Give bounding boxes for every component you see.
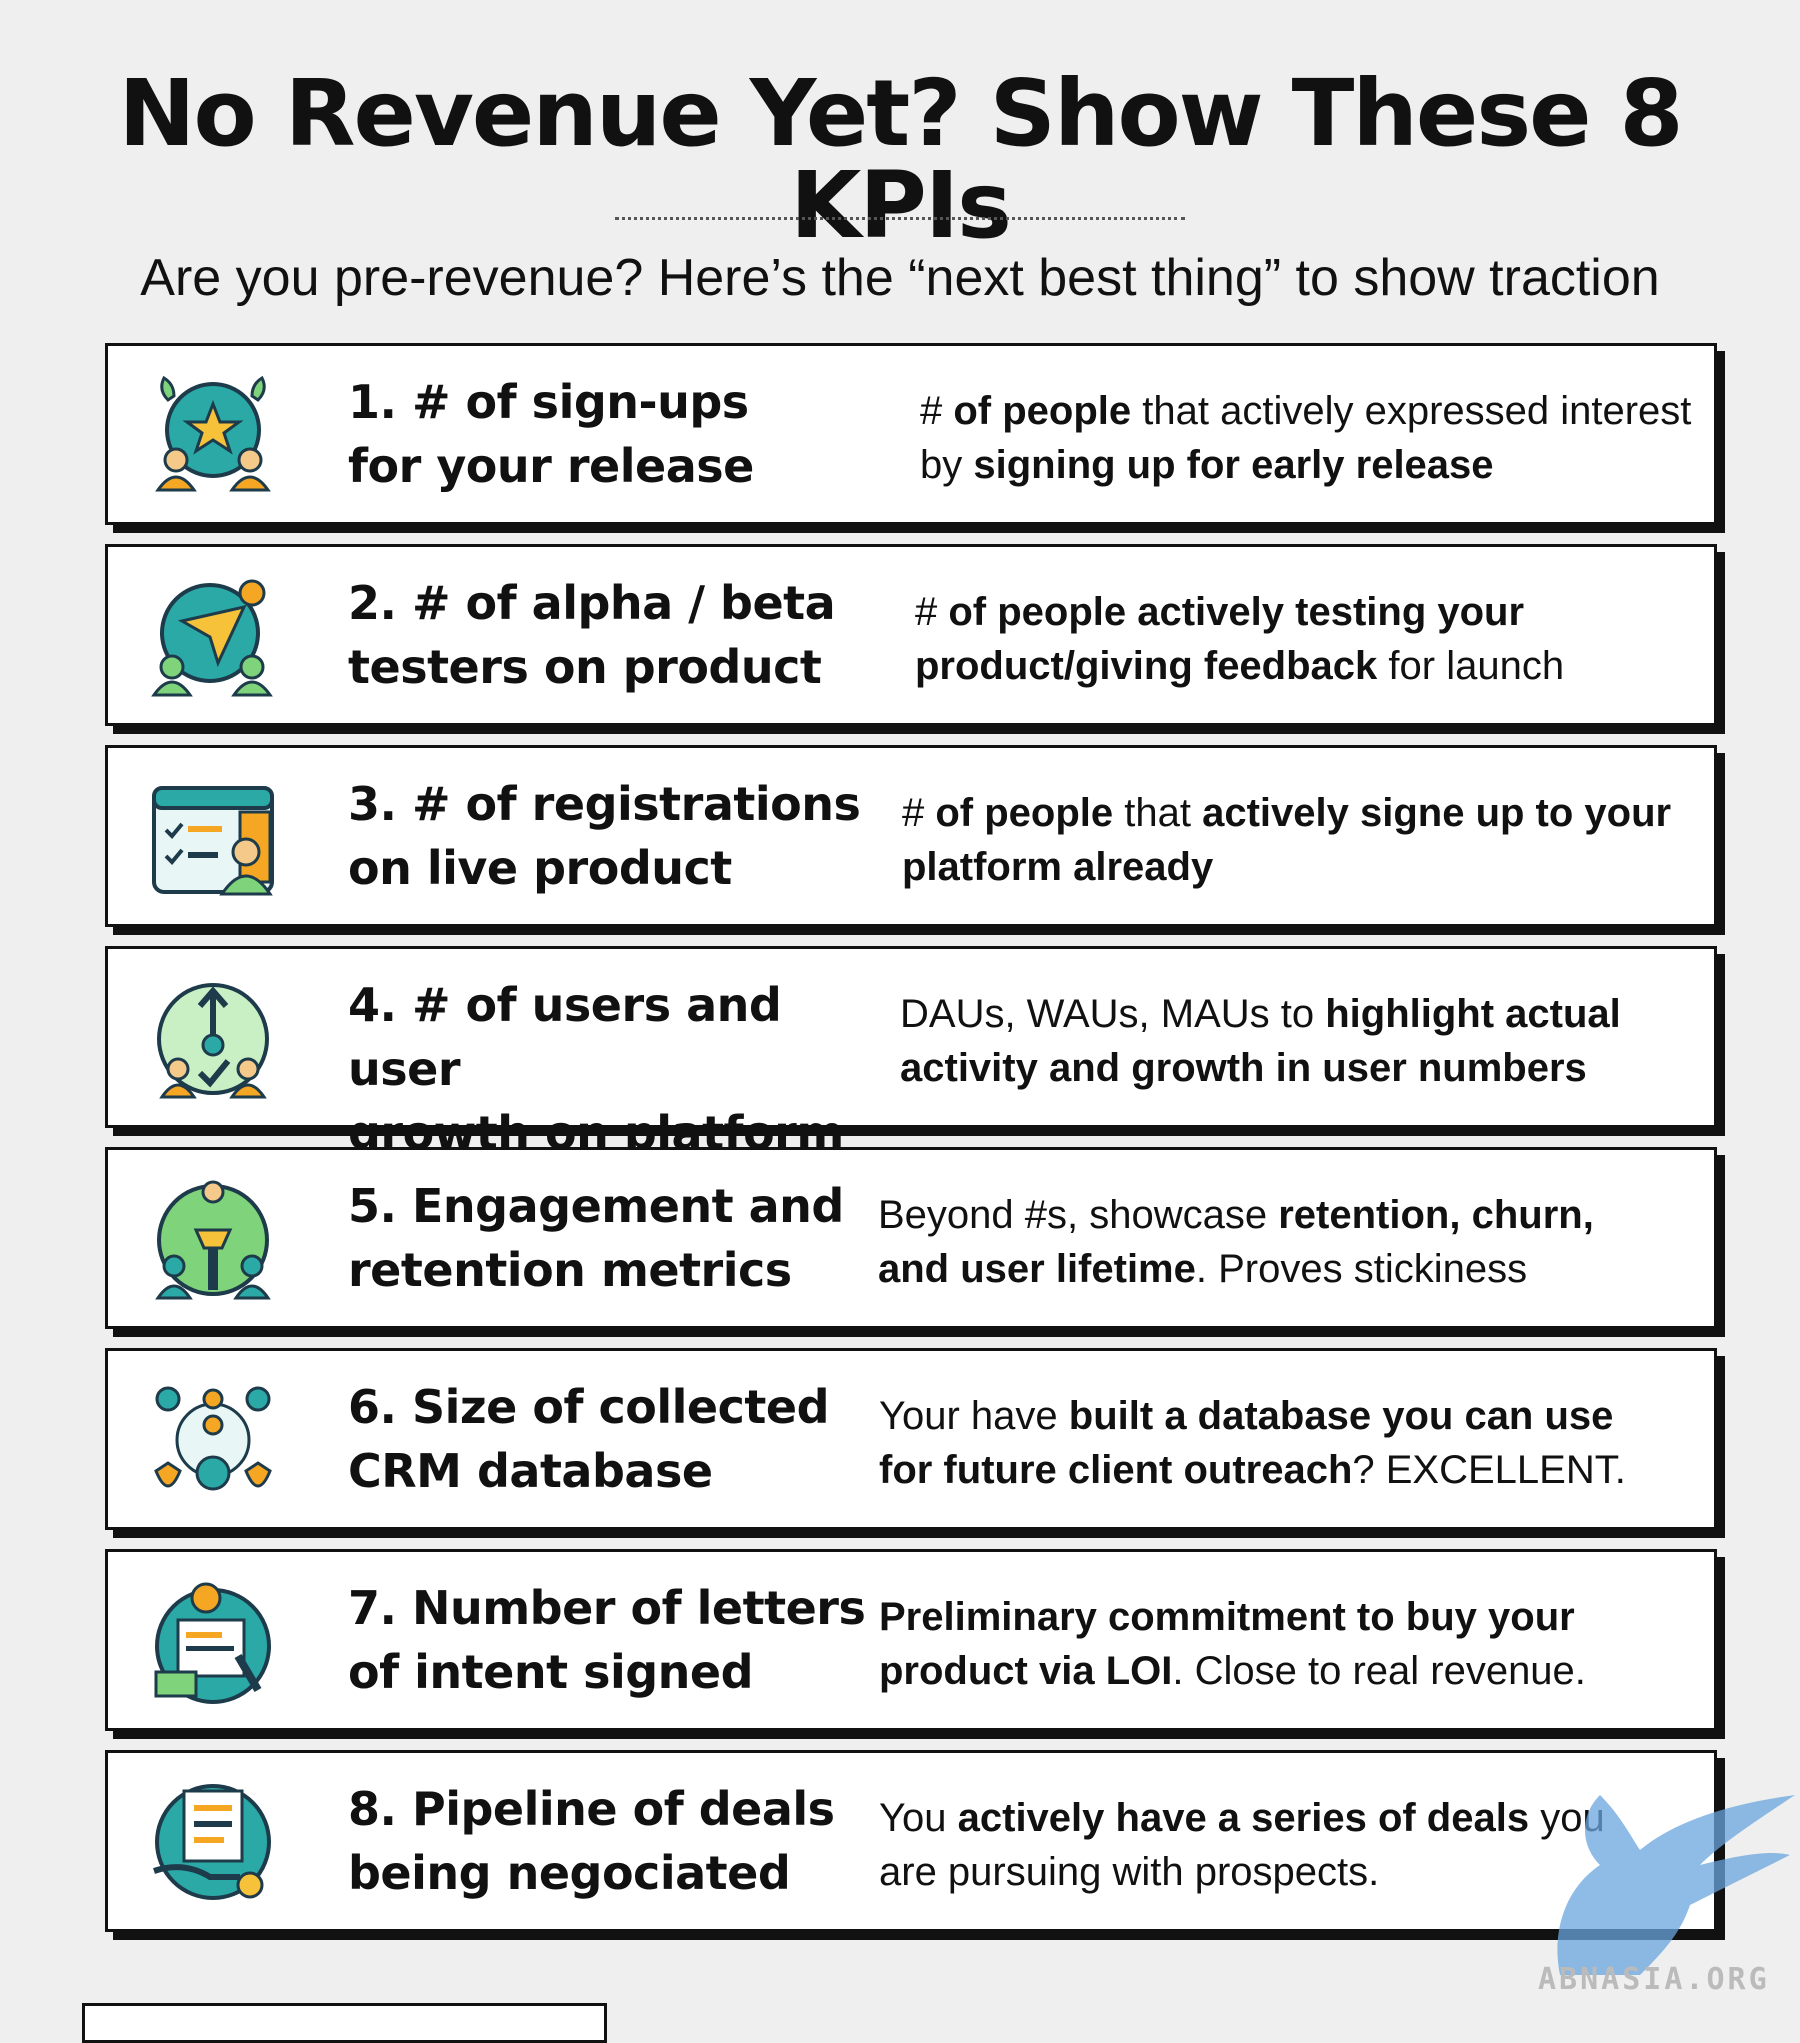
title-divider (615, 217, 1185, 220)
kpi-description-text: Your have (879, 1394, 1069, 1438)
kpi-title: 7. Number of letters of intent signed (348, 1576, 908, 1704)
kpi-description-text: # (915, 590, 949, 634)
kpi-card: 7. Number of letters of intent signed Prel… (105, 1549, 1717, 1731)
kpi-description: # of people that actively signe up to yo… (902, 786, 1692, 894)
kpi-title-line: 8. Pipeline of deals (348, 1782, 835, 1836)
kpi-description: # of people that actively expressed inte… (920, 384, 1710, 492)
footer-box (82, 2003, 607, 2043)
kpi-title-line: 3. # of registrations (348, 777, 861, 831)
page-title: No Revenue Yet? Show These 8 KPIs (118, 60, 1683, 259)
kpi-description: # of people actively testing your produc… (915, 585, 1705, 693)
kpi-title: 6. Size of collected CRM database (348, 1375, 908, 1503)
kpi-title-line: for your release (348, 439, 754, 493)
kpi-description-text: for launch (1377, 644, 1565, 688)
engagement-torch-icon (148, 1174, 278, 1304)
kpi-description-text: # (902, 791, 936, 835)
paper-plane-testers-icon (148, 571, 278, 701)
kpi-description-bold: built a database you can use for future … (879, 1394, 1614, 1492)
kpi-description-bold: of people (953, 389, 1132, 433)
signup-star-icon (148, 370, 278, 500)
kpi-title-line: being negociated (348, 1846, 791, 1900)
kpi-title: 8. Pipeline of deals being negociated (348, 1777, 908, 1905)
kpi-description: DAUs, WAUs, MAUs to highlight actual act… (900, 987, 1690, 1095)
kpi-description-bold: highlight actual activity and growth in … (900, 992, 1621, 1090)
kpi-description-text: ? EXCELLENT. (1352, 1448, 1626, 1492)
kpi-title: 1. # of sign-ups for your release (348, 370, 908, 498)
kpi-description-bold: actively have a series of deals (957, 1796, 1530, 1840)
kpi-card: 5. Engagement and retention metrics Beyond… (105, 1147, 1717, 1329)
kpi-title-line: testers on product (348, 640, 822, 694)
registration-form-icon (148, 772, 278, 902)
user-growth-icon (148, 973, 278, 1103)
kpi-description-text: Beyond #s, showcase (878, 1193, 1279, 1237)
kpi-card: 1. # of sign-ups for your release # of peo… (105, 343, 1717, 525)
kpi-title-line: retention metrics (348, 1243, 792, 1297)
kpi-description-bold: signing up for early release (973, 443, 1494, 487)
kpi-title-line: CRM database (348, 1444, 713, 1498)
kpi-title-line: on live product (348, 841, 732, 895)
letter-of-intent-icon (148, 1576, 278, 1706)
kpi-description-text: . Proves stickiness (1195, 1247, 1528, 1291)
watermark-text: ABNASIA.ORG (1538, 1962, 1770, 1997)
kpi-description-text: You (879, 1796, 958, 1840)
kpi-card: 3. # of registrations on live product # of… (105, 745, 1717, 927)
kpi-description-text: that actively expressed interest by (920, 389, 1692, 487)
kpi-description-text: DAUs, WAUs, MAUs to (900, 992, 1326, 1036)
kpi-description-bold: of people (935, 791, 1114, 835)
page-subtitle: Are you pre-revenue? Here’s the “next be… (140, 249, 1660, 307)
kpi-card: 8. Pipeline of deals being negociated You … (105, 1750, 1717, 1932)
kpi-description: Your have built a database you can use f… (879, 1389, 1669, 1497)
kpi-title-line: 4. # of users and user (348, 978, 782, 1096)
kpi-card: 4. # of users and user growth on platform… (105, 946, 1717, 1160)
kpi-title: 4. # of users and user growth on platform (348, 973, 908, 1165)
kpi-description-bold: of people actively testing your product/… (915, 590, 1525, 688)
kpi-title-line: 6. Size of collected (348, 1380, 830, 1434)
kpi-description-text: . Close to real revenue. (1172, 1649, 1586, 1693)
kpi-title: 2. # of alpha / beta testers on product (348, 571, 908, 699)
kpi-title: 3. # of registrations on live product (348, 772, 908, 900)
crm-network-icon (148, 1375, 278, 1505)
kpi-title: 5. Engagement and retention metrics (348, 1174, 908, 1302)
kpi-card: 2. # of alpha / beta testers on product # … (105, 544, 1717, 726)
kpi-description-text: you are pursuing with prospects. (879, 1796, 1605, 1894)
kpi-title-line: 5. Engagement and (348, 1179, 844, 1233)
kpi-description: You actively have a series of deals you … (879, 1791, 1669, 1899)
kpi-title-line: 1. # of sign-ups (348, 375, 749, 429)
kpi-description-bold: retention, churn, and user lifetime (878, 1193, 1594, 1291)
kpi-description-text: that (1113, 791, 1203, 835)
kpi-description: Beyond #s, showcase retention, churn, an… (878, 1188, 1668, 1296)
kpi-title-line: 2. # of alpha / beta (348, 576, 836, 630)
griffin-logo (1557, 1795, 1795, 1975)
kpi-card: 6. Size of collected CRM database Your hav… (105, 1348, 1717, 1530)
deal-pipeline-icon (148, 1777, 278, 1907)
kpi-description-bold: Preliminary commitment to buy your produ… (879, 1595, 1575, 1693)
kpi-title-line: of intent signed (348, 1645, 754, 1699)
kpi-description: Preliminary commitment to buy your produ… (879, 1590, 1669, 1698)
kpi-description-bold: actively signe up to your platform alrea… (902, 791, 1672, 889)
kpi-description-text: # (920, 389, 954, 433)
kpi-title-line: 7. Number of letters (348, 1581, 866, 1635)
